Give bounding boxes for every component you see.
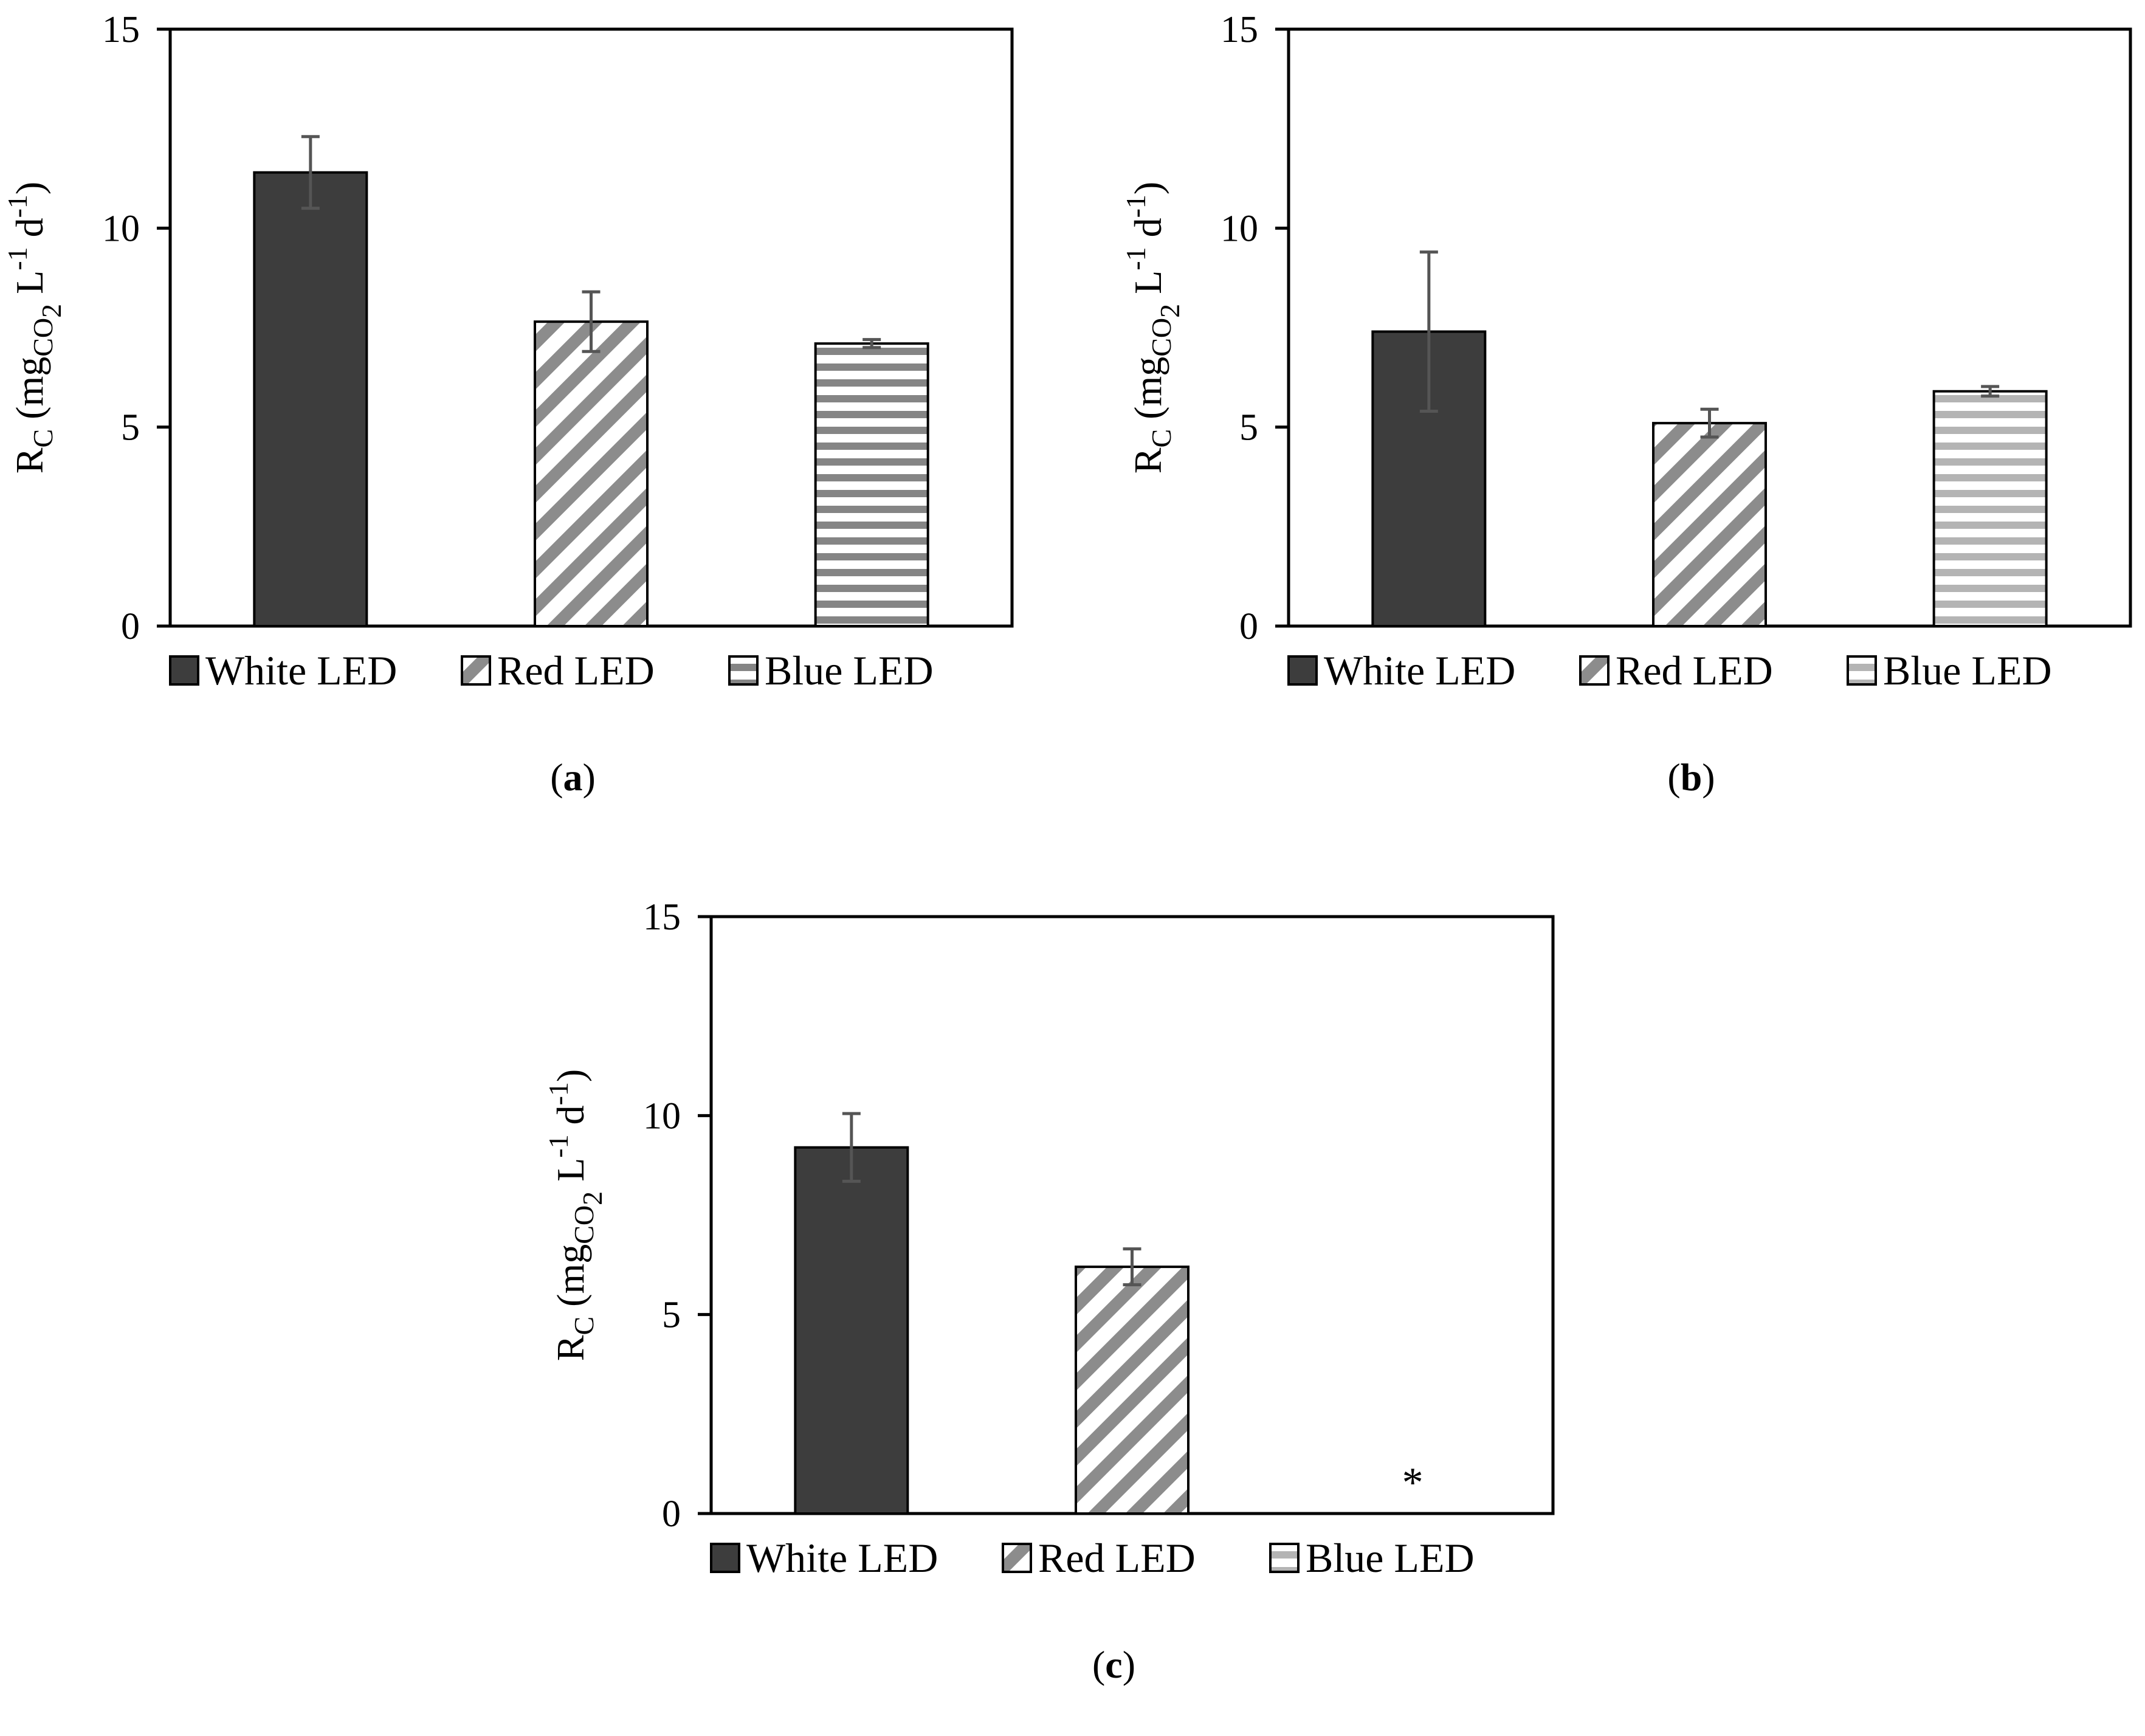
error-bar	[1123, 1247, 1141, 1287]
y-tick-label: 10	[643, 1095, 681, 1137]
legend-label: Red LED	[1616, 647, 1773, 694]
legend-label: Blue LED	[765, 647, 934, 694]
panel-caption: (a)	[550, 756, 596, 799]
legend-label: Red LED	[497, 647, 655, 694]
bar-red-led	[534, 320, 649, 627]
chart-panel-c: 0 5 10 15 * RC (mgCO2 L-1 d-1) White LED Red LE…	[541, 887, 1611, 1696]
y-tick-label: 10	[102, 208, 140, 249]
legend-swatch-blue-led	[728, 655, 759, 686]
y-tick-label: 15	[643, 897, 681, 938]
chart-svg: 0 5 10 15 RC (mgCO2 L-1 d-1) White LED Red LED…	[2, 9, 1014, 799]
legend-label: White LED	[205, 647, 397, 694]
chart-svg: 0 5 10 15 RC (mgCO2 L-1 d-1) White LED Red LED…	[1120, 9, 2132, 799]
panel-caption: (c)	[1092, 1643, 1135, 1686]
error-bar	[1419, 250, 1438, 413]
legend-label: Blue LED	[1306, 1535, 1475, 1581]
error-bar	[301, 135, 320, 210]
legend-label: Red LED	[1038, 1535, 1196, 1581]
legend-swatch-white-led	[710, 1543, 740, 1573]
error-bar	[862, 338, 881, 350]
error-bar	[1981, 385, 2000, 398]
legend-swatch-red-led	[1579, 655, 1610, 686]
y-tick-label: 0	[662, 1493, 681, 1535]
bar-white-led	[794, 1146, 909, 1515]
no-data-marker: *	[1402, 1459, 1424, 1506]
bar-white-led	[253, 171, 368, 627]
chart-panel-a: 0 5 10 15 RC (mgCO2 L-1 d-1) White LED Red LED…	[0, 0, 1070, 808]
legend-label: Blue LED	[1883, 647, 2052, 694]
y-tick-label: 0	[1239, 606, 1258, 647]
bar-red-led	[1075, 1266, 1190, 1515]
y-tick-label: 5	[1239, 407, 1258, 449]
y-axis-label: RC (mgCO2 L-1 d-1)	[1120, 182, 1185, 474]
bar-blue-led	[814, 342, 929, 627]
legend-swatch-white-led	[1287, 655, 1318, 686]
y-tick-label: 15	[1221, 9, 1258, 50]
panel-caption: (b)	[1667, 756, 1715, 799]
y-tick-label: 5	[121, 407, 140, 449]
chart-panel-b: 0 5 10 15 RC (mgCO2 L-1 d-1) White LED Red LED…	[1118, 0, 2145, 808]
bar-red-led	[1652, 422, 1767, 627]
y-axis-label: RC (mgCO2 L-1 d-1)	[543, 1069, 608, 1361]
legend-label: White LED	[1324, 647, 1515, 694]
chart-svg: 0 5 10 15 * RC (mgCO2 L-1 d-1) White LED Red LE…	[543, 897, 1555, 1686]
error-bar	[582, 290, 601, 353]
y-axis-label: RC (mgCO2 L-1 d-1)	[2, 182, 67, 474]
y-tick-label: 10	[1221, 208, 1258, 249]
legend-swatch-blue-led	[1269, 1543, 1300, 1573]
y-tick-label: 0	[121, 606, 140, 647]
legend-swatch-white-led	[169, 655, 199, 686]
legend-swatch-red-led	[461, 655, 491, 686]
legend-swatch-blue-led	[1847, 655, 1877, 686]
legend-label: White LED	[746, 1535, 938, 1581]
y-tick-label: 5	[662, 1295, 681, 1336]
legend-swatch-red-led	[1002, 1543, 1032, 1573]
y-tick-label: 15	[102, 9, 140, 50]
error-bar	[842, 1112, 861, 1183]
bar-blue-led	[1932, 390, 2048, 627]
error-bar	[1700, 407, 1719, 439]
